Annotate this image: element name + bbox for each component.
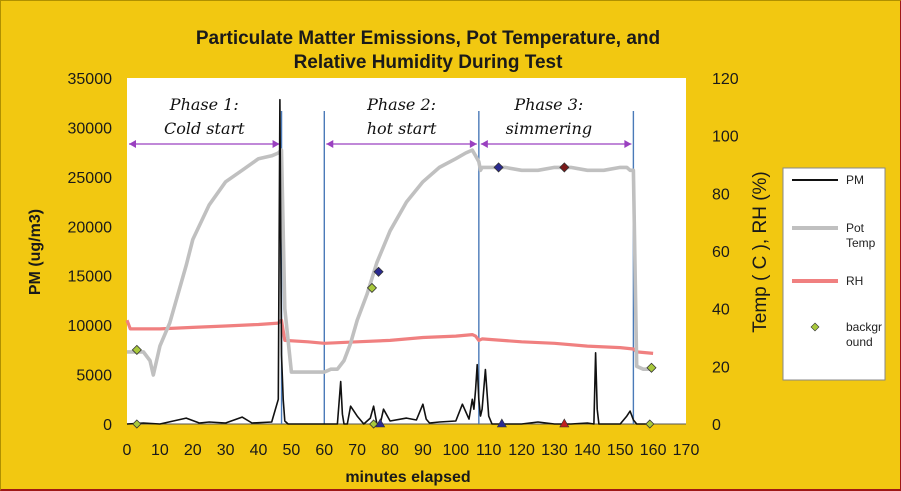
y-right-tick-label: 120 [712,71,739,88]
y-left-tick-label: 30000 [68,120,113,137]
x-tick-label: 120 [508,442,535,459]
background-baseline-diamond [132,419,142,429]
phase-arrow-head [129,140,136,148]
series-pm-line [126,98,654,425]
background-point [646,362,657,373]
chart-title-line-2: Relative Humidity During Test [294,52,564,73]
y-left-tick-label: 10000 [68,318,113,335]
legend-label: Pot [846,221,865,235]
y-right-tick-label: 0 [712,417,721,434]
background-point [373,266,384,277]
x-tick-label: 50 [283,442,301,459]
y-right-tick-label: 80 [712,186,730,203]
x-tick-label: 140 [574,442,601,459]
y-left-tick-label: 15000 [68,269,113,286]
background-baseline-triangle [375,418,386,428]
plot-area [127,78,686,424]
y-left-tick-label: 25000 [68,170,113,187]
phase-label-line-2: hot start [367,119,437,138]
chart-title-line-1: Particulate Matter Emissions, Pot Temper… [196,28,660,49]
legend-label: ound [846,335,873,349]
phase-arrow-head [272,140,280,148]
y-axis-left-label: PM (ug/m3) [27,209,44,295]
y-right-tick-label: 40 [712,302,730,319]
x-tick-label: 90 [414,442,432,459]
phase-annotations: Phase 1: Cold start Phase 2: hot start Phase… [129,95,635,424]
phase-label-line-1: Phase 3: [513,95,583,114]
x-tick-label: 10 [151,442,169,459]
x-tick-label: 80 [381,442,399,459]
background-baseline-diamond [369,419,379,429]
x-tick-label: 150 [607,442,634,459]
legend-label: RH [846,274,863,288]
x-tick-label: 160 [640,442,667,459]
phase-arrow-head [469,140,477,148]
x-tick-label: 60 [315,442,333,459]
legend-label: backgr [846,320,882,334]
y-left-tick-label: 35000 [68,71,113,88]
background-baseline-triangle [496,418,507,428]
x-tick-label: 40 [250,442,268,459]
x-tick-label: 20 [184,442,202,459]
background-point [559,162,570,173]
legend-swatch-marker [810,322,820,332]
x-axis-label: minutes elapsed [345,469,470,486]
series-rh-line [125,318,654,355]
y-left-tick-label: 5000 [76,368,112,385]
series-group [125,98,657,429]
y-right-tick-label: 100 [712,129,739,146]
phase-arrow-head [624,140,632,148]
x-tick-label: 130 [541,442,568,459]
phase-label-line-1: Phase 1: [169,95,239,114]
background-point [131,344,142,355]
x-tick-label: 70 [348,442,366,459]
background-point [493,162,504,173]
phase-label-line-1: Phase 2: [366,95,436,114]
x-tick-label: 0 [123,442,132,459]
series-pot-temp-line [127,148,654,377]
y-right-tick-label: 20 [712,359,730,376]
background-baseline-triangle [559,418,570,428]
x-tick-label: 30 [217,442,235,459]
y-axis-right-label: Temp ( C ), RH (%) [750,171,771,333]
x-tick-label: 100 [442,442,469,459]
y-left-tick-label: 20000 [68,219,113,236]
background-baseline-diamond [645,419,655,429]
x-tick-label: 110 [476,442,502,459]
legend-label: Temp [846,236,876,250]
y-left-tick-label: 0 [103,417,112,434]
phase-arrow-head [326,140,334,148]
legend-box [782,167,886,381]
x-tick-label: 170 [673,442,700,459]
background-point [366,282,378,293]
phase-arrow-head [480,140,488,148]
phase-label-line-2: simmering [506,119,592,138]
legend-label: PM [846,173,864,187]
phase-label-line-2: Cold start [164,119,245,138]
y-right-tick-label: 60 [712,244,730,261]
